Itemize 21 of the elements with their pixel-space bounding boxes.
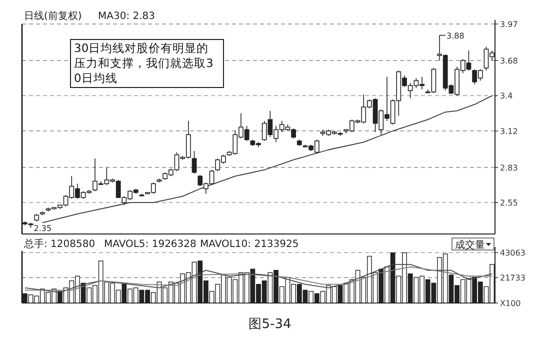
text: MA30: 2.83 [98, 11, 156, 22]
y-tick-label: 2.83 [500, 163, 518, 172]
caption: 图5-34 [248, 317, 292, 332]
line-series [42, 95, 493, 224]
y-tick-label: 21733 [500, 274, 526, 283]
annotation: 30日均线对股价有明显的压力和支撑，我们就选取30日均线 [70, 39, 224, 88]
candlestick [192, 150, 197, 174]
annotation: 2.35 [34, 224, 52, 234]
y-tick-label: 43063 [500, 248, 526, 258]
y-tick-label: 2.55 [500, 198, 518, 208]
y-tick-label: 3.97 [500, 20, 518, 29]
y-tick-label: 3.68 [500, 56, 518, 66]
text: MAVOL5: 1926328 [104, 239, 196, 250]
y-tick-label: X100 [500, 299, 521, 308]
text: 日线(前复权) [24, 10, 82, 22]
text: MAVOL10: 2133925 [200, 239, 299, 250]
text: 成交量 [455, 239, 485, 251]
annotation: 3.88 [446, 31, 464, 40]
y-tick-label: 3.12 [500, 126, 518, 136]
text: 总手: 1208580 [23, 238, 96, 250]
y-tick-label: 3.4 [500, 92, 513, 101]
